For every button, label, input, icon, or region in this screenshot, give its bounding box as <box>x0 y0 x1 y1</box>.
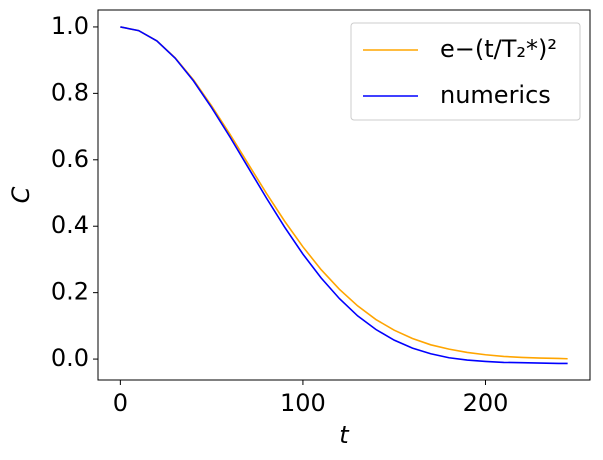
x-tick-label: 200 <box>463 389 509 417</box>
y-tick-label: 0.0 <box>51 344 89 372</box>
x-tick-label: 0 <box>113 389 128 417</box>
y-tick-label: 0.8 <box>51 78 89 106</box>
legend-label: e−(t/T₂*)² <box>440 35 557 63</box>
plot-frame <box>97 9 591 381</box>
y-tick-label: 0.6 <box>51 145 89 173</box>
x-tick-label: 100 <box>280 389 326 417</box>
x-axis-label: t <box>339 421 350 449</box>
legend-label: numerics <box>440 81 551 109</box>
y-tick-label: 1.0 <box>51 12 89 40</box>
series-line <box>120 26 568 365</box>
y-tick-label: 0.2 <box>51 278 89 306</box>
y-tick-label: 0.4 <box>51 211 89 239</box>
y-axis-label: C <box>7 186 35 203</box>
